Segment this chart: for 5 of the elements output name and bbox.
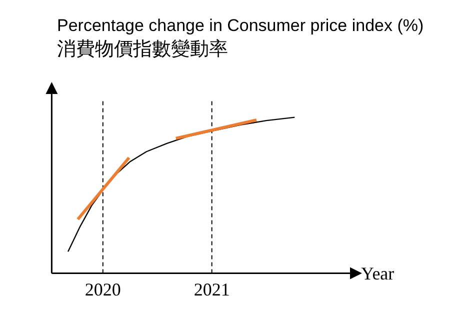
x-tick-label: 2020	[84, 279, 121, 300]
x-axis-title: Year	[361, 263, 394, 284]
x-tick-label: 2021	[194, 279, 230, 300]
chart-title: Percentage change in Consumer price index (%)	[57, 16, 424, 35]
chart-subtitle: 消費物價指數變動率	[57, 38, 228, 60]
